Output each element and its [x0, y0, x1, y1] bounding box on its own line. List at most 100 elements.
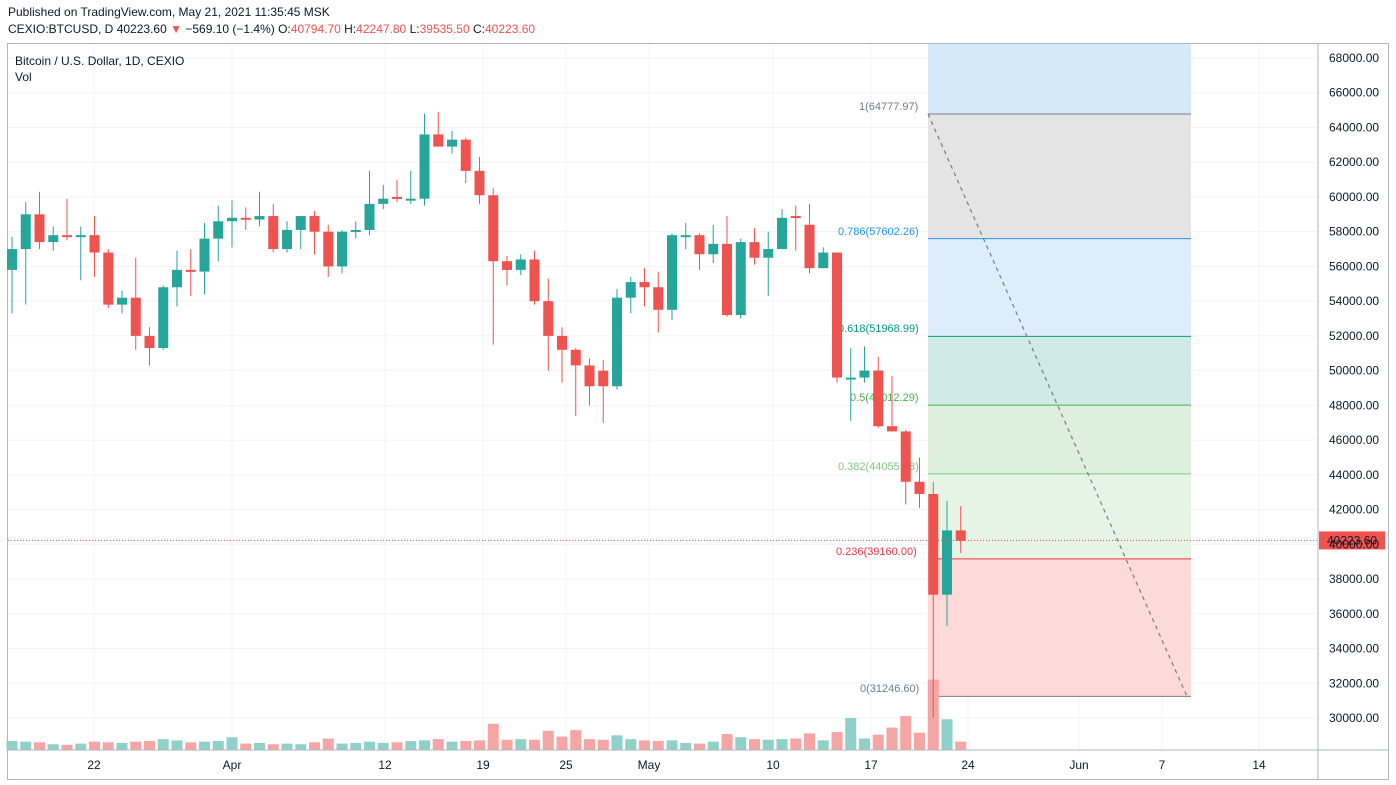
candle-body: [268, 216, 279, 250]
candle-body: [337, 231, 347, 267]
volume-bars: [6, 679, 967, 750]
candle-body: [625, 282, 636, 298]
time-tick-label: 19: [476, 758, 490, 772]
published-caption: Published on TradingView.com, May 21, 20…: [8, 5, 330, 19]
fib-level-label: 0.786(57602.26): [838, 226, 919, 238]
price-tick-label: 34000.00: [1329, 642, 1379, 656]
candle-body: [89, 235, 100, 253]
volume-bar: [886, 727, 898, 750]
candle-body: [900, 431, 911, 482]
volume-bar: [529, 739, 540, 750]
candle-body: [598, 370, 609, 387]
price-tick-label: 62000.00: [1329, 155, 1379, 169]
candle-body: [213, 221, 224, 239]
chart-frame: [7, 43, 1389, 780]
volume-bar: [212, 741, 224, 750]
volume-bar: [721, 734, 733, 750]
fib-level-label: 1(64777.97): [859, 101, 918, 113]
candle-body: [557, 335, 567, 350]
time-tick-label: 25: [559, 758, 573, 772]
candle-body: [680, 235, 691, 238]
candle-body: [405, 198, 416, 201]
low-label: L:: [409, 22, 420, 36]
candle-body: [378, 198, 389, 204]
volume-bar: [226, 737, 238, 750]
volume-bar: [817, 740, 829, 750]
volume-bar: [941, 719, 953, 750]
candle-body: [488, 195, 499, 262]
volume-bar: [47, 744, 59, 750]
volume-bar: [130, 741, 142, 750]
candle-body: [612, 297, 622, 387]
fib-band: [928, 405, 1191, 474]
candle-body: [873, 370, 884, 427]
candle-body: [667, 235, 677, 310]
time-tick-label: 17: [864, 758, 878, 772]
candle-body: [227, 217, 237, 222]
volume-bar: [735, 737, 747, 750]
high-value: 42247.80: [356, 22, 407, 36]
open-label: O:: [278, 22, 291, 36]
candle-body: [529, 259, 540, 302]
candle-body: [34, 214, 45, 243]
volume-bar: [460, 741, 472, 750]
candles: [7, 111, 966, 718]
volume-legend: Vol: [15, 70, 32, 84]
time-tick-label: Jun: [1069, 758, 1088, 772]
volume-bar: [419, 740, 430, 750]
fib-level-label: 0(31246.60): [860, 683, 919, 695]
candle-body: [653, 287, 664, 310]
volume-bar: [144, 741, 155, 750]
price-tick-label: 30000.00: [1329, 711, 1379, 725]
overlay: 40223.60: [8, 531, 1385, 550]
fib-band: [928, 336, 1191, 406]
volume-bar: [391, 742, 403, 750]
volume-bar: [762, 739, 774, 750]
series-title: Bitcoin / U.S. Dollar, 1D, CEXIO: [15, 54, 185, 68]
volume-bar: [254, 742, 265, 750]
time-tick-label: 12: [378, 758, 392, 772]
candle-body: [199, 238, 210, 272]
candle-body: [694, 235, 705, 255]
fib-level-label: 0.5(48012.29): [850, 392, 919, 404]
time-tick-label: May: [638, 758, 661, 772]
volume-bar: [955, 741, 967, 750]
candle-body: [364, 203, 375, 230]
candle-body: [777, 217, 787, 250]
candle-body: [914, 481, 925, 494]
change-down-icon: ▼: [170, 22, 182, 36]
candle-body: [323, 231, 334, 267]
candle-body: [735, 242, 746, 316]
price-tick-label: 60000.00: [1329, 190, 1379, 204]
volume-bar: [364, 741, 375, 750]
candle-body: [887, 426, 897, 432]
volume-bar: [240, 743, 252, 750]
candle-body: [282, 229, 292, 250]
candle-body: [790, 216, 801, 219]
volume-bar: [501, 739, 513, 750]
volume-bar: [267, 744, 279, 750]
volume-bar: [185, 742, 197, 750]
price-tick-label: 56000.00: [1329, 259, 1379, 273]
volume-bar: [831, 732, 843, 750]
candle-body: [172, 269, 182, 288]
candle-body: [763, 249, 774, 258]
price-tick-label: 58000.00: [1329, 225, 1379, 239]
candle-body: [749, 242, 760, 258]
fib-level-label: 0.236(39160.00): [836, 546, 917, 558]
fib-band: [928, 44, 1191, 114]
fib-band: [928, 473, 1191, 559]
volume-bar: [584, 739, 595, 750]
time-axis: 22 Apr 12 19 25 May 10 17 24 Jun 7 14: [8, 749, 1389, 772]
price-tick-label: 50000.00: [1329, 364, 1379, 378]
price-tick-label: 52000.00: [1329, 329, 1379, 343]
high-label: H:: [344, 22, 357, 36]
volume-bar: [432, 739, 444, 750]
close-value: 40223.60: [485, 22, 536, 36]
volume-bar: [749, 739, 760, 750]
volume-bar: [75, 743, 87, 750]
candle-body: [708, 243, 719, 255]
volume-bar: [61, 744, 73, 750]
volume-bar: [790, 738, 802, 750]
